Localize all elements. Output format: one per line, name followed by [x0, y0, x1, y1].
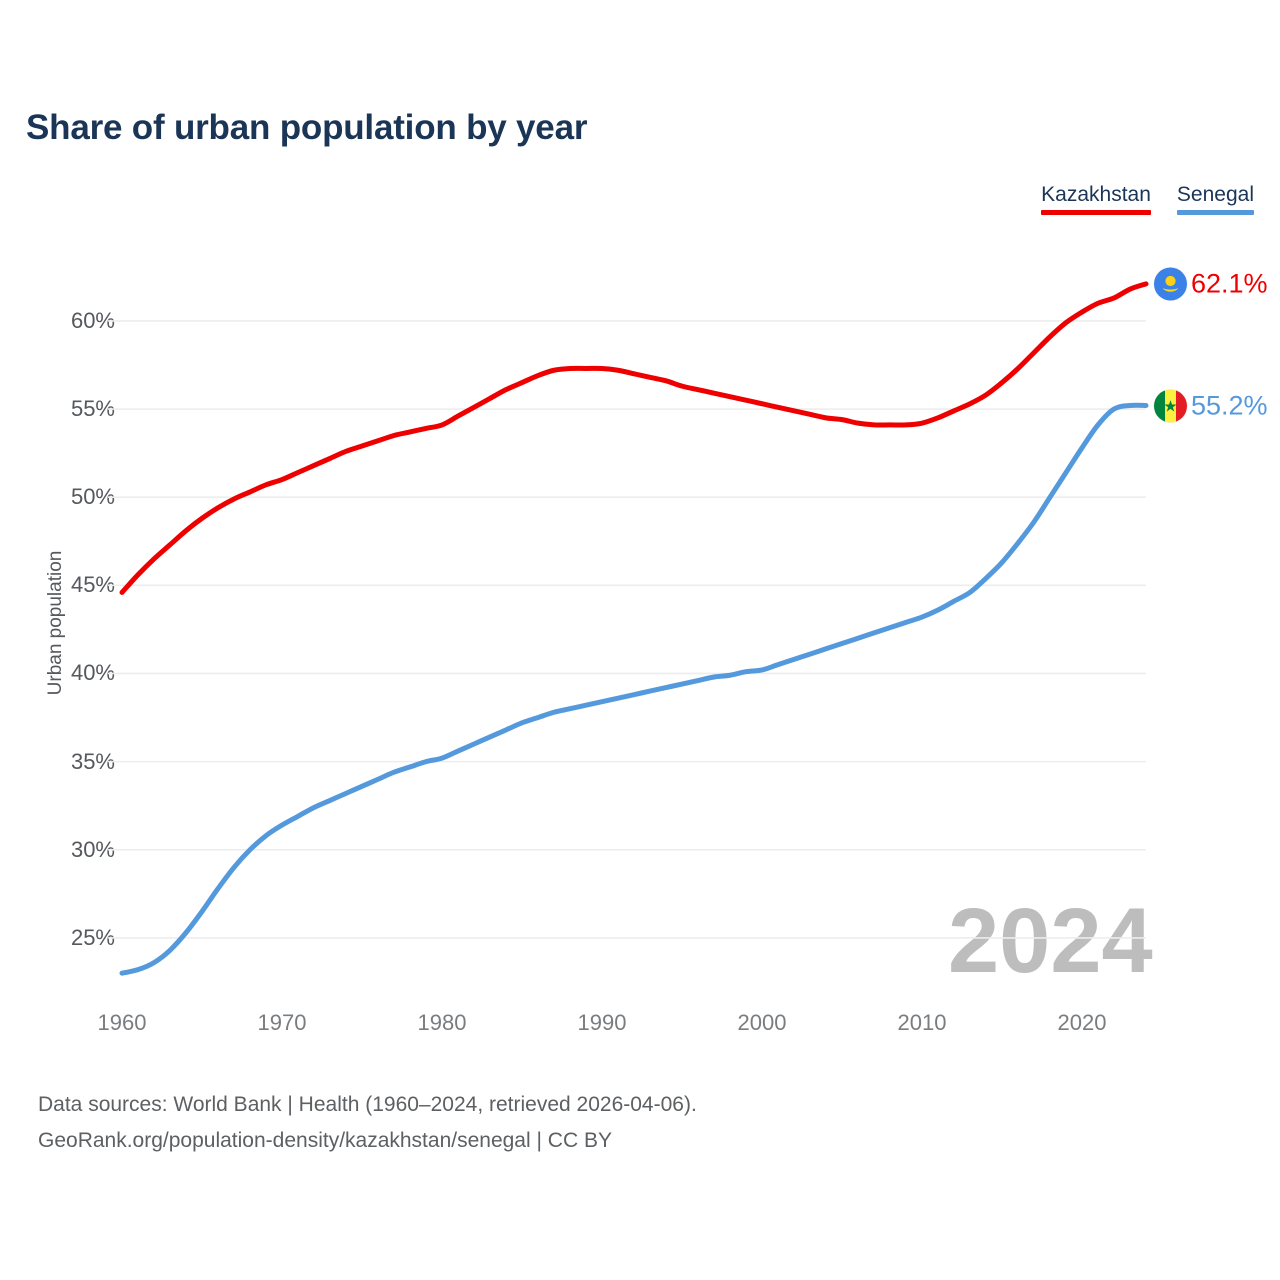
page-title: Share of urban population by year	[26, 108, 588, 147]
x-tick-label: 1980	[417, 1010, 467, 1035]
y-tick-label: 40%	[70, 660, 115, 686]
legend-label-kazakhstan: Kazakhstan	[1041, 183, 1151, 206]
x-tick-label: 2000	[737, 1010, 787, 1035]
legend-label-senegal: Senegal	[1176, 183, 1254, 206]
y-tick-label: 55%	[70, 396, 115, 422]
year-watermark: 2024	[948, 890, 1153, 992]
series-line-kazakhstan[interactable]	[119, 281, 1149, 595]
x-tick-label: 1990	[577, 1010, 627, 1035]
legend-item-senegal[interactable]: Senegal	[1176, 183, 1254, 216]
y-tick-label: 35%	[70, 748, 115, 774]
y-tick-label: 30%	[70, 836, 115, 862]
footer-line-2: GeoRank.org/population-density/kazakhsta…	[38, 1129, 612, 1153]
endpoint-value-senegal: 55.2%	[1191, 390, 1268, 420]
x-tick-label: 1970	[257, 1010, 307, 1035]
data-lines	[119, 281, 1149, 976]
y-tick-label: 25%	[70, 924, 115, 950]
legend-item-kazakhstan[interactable]: Kazakhstan	[1041, 183, 1151, 216]
x-tick-label: 1960	[97, 1010, 147, 1035]
y-tick-label: 45%	[70, 572, 115, 598]
endpoint-kazakhstan[interactable]: 62.1%	[1154, 267, 1268, 301]
x-tick-label: 2020	[1057, 1010, 1107, 1035]
chart-legend: Kazakhstan Senegal	[1041, 183, 1254, 216]
y-tick-label: 60%	[70, 307, 115, 333]
footer-line-1: Data sources: World Bank | Health (1960–…	[38, 1093, 697, 1116]
kazakhstan-flag-icon	[1154, 267, 1187, 301]
x-tick-label: 2010	[897, 1010, 947, 1035]
endpoint-value-kazakhstan: 62.1%	[1191, 268, 1268, 299]
senegal-flag-icon	[1154, 389, 1187, 422]
gridlines	[108, 320, 1146, 939]
legend-rule-kazakhstan	[1041, 210, 1151, 216]
y-tick-label: 50%	[70, 484, 115, 510]
endpoint-senegal[interactable]: 55.2%	[1154, 389, 1268, 422]
series-line-senegal[interactable]	[119, 402, 1149, 976]
legend-rule-senegal	[1176, 210, 1254, 216]
footer-sources: Data sources: World Bank | Health (1960–…	[38, 1087, 697, 1159]
y-axis-ticks: 25% 30% 35% 40% 45% 50% 55% 60%	[0, 0, 115, 1280]
